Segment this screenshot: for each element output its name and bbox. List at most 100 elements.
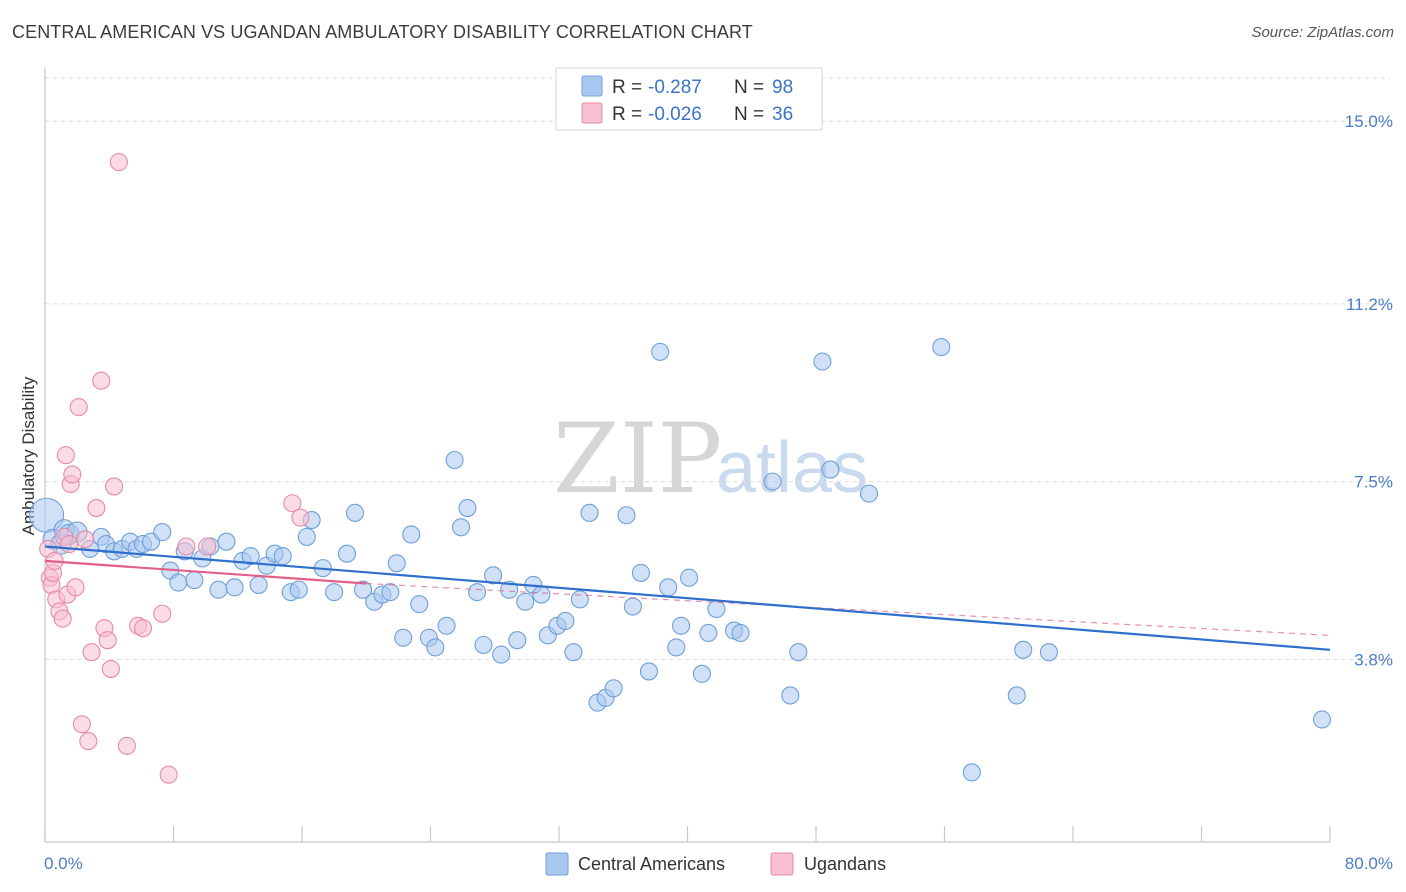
- ugandan-point: [177, 537, 196, 556]
- legend-n-label-1: N =: [734, 104, 764, 125]
- central-point: [932, 338, 951, 357]
- central-point: [468, 583, 487, 602]
- central-point: [1312, 710, 1332, 729]
- central-point: [962, 763, 981, 782]
- central-point: [570, 590, 589, 609]
- ugandan-point: [133, 619, 153, 638]
- central-point: [556, 611, 575, 631]
- central-point: [394, 628, 413, 647]
- central-point: [631, 563, 650, 582]
- central-point: [387, 554, 406, 573]
- central-point: [241, 547, 260, 566]
- ugandan-point: [82, 643, 101, 662]
- central-point: [639, 662, 659, 681]
- central-point: [325, 583, 344, 602]
- ugandan-point: [101, 659, 120, 679]
- central-american-trend-line: [44, 545, 1331, 651]
- central-point: [458, 499, 477, 518]
- legend-r-value-0: -0.287: [648, 77, 702, 98]
- central-point: [564, 643, 583, 662]
- central-point: [651, 342, 670, 361]
- central-point: [617, 506, 636, 525]
- legend-swatch-central-americans: [581, 75, 603, 97]
- central-point: [410, 595, 429, 614]
- ugandan-point: [60, 535, 79, 554]
- ugandan-point: [72, 715, 91, 734]
- central-point: [680, 568, 699, 587]
- central-point: [667, 638, 686, 657]
- central-point: [731, 623, 750, 643]
- central-point: [492, 645, 511, 664]
- central-point: [381, 583, 400, 602]
- central-point: [437, 616, 456, 635]
- ugandan-point: [66, 578, 85, 597]
- x-tick-label-max: 80.0%: [1345, 854, 1393, 873]
- central-point: [672, 616, 691, 635]
- series-ugandans: [39, 153, 310, 784]
- central-point: [185, 571, 204, 590]
- ugandan-point: [159, 765, 178, 784]
- central-point: [508, 631, 527, 650]
- central-point: [859, 484, 879, 503]
- y-tick-label-0: 3.8%: [1354, 650, 1393, 669]
- ugandan-trend-line: [44, 559, 367, 585]
- ugandan-point: [63, 465, 82, 484]
- central-point: [500, 580, 519, 599]
- central-point: [353, 580, 373, 599]
- central-point: [1014, 640, 1033, 659]
- central-point: [209, 580, 228, 599]
- axes: [44, 68, 1331, 843]
- chart-title: CENTRAL AMERICAN VS UGANDAN AMBULATORY D…: [12, 22, 753, 42]
- central-point: [516, 592, 535, 611]
- legend-r-label-0: R =: [612, 77, 642, 98]
- series-central-americans: [29, 338, 1332, 782]
- y-tick-label-3: 15.0%: [1345, 112, 1393, 131]
- central-point: [699, 623, 718, 643]
- central-point: [580, 503, 599, 522]
- central-point: [225, 578, 244, 597]
- ugandan-point: [117, 736, 136, 755]
- series-legend: Central Americans Ugandans: [545, 852, 886, 876]
- central-point: [604, 679, 623, 698]
- central-point: [692, 664, 712, 683]
- central-point: [623, 597, 642, 616]
- central-point: [153, 523, 172, 542]
- ugandan-point: [87, 499, 106, 518]
- central-point: [484, 566, 503, 585]
- central-point: [273, 547, 292, 566]
- central-point: [789, 643, 808, 662]
- central-point: [763, 472, 782, 491]
- central-point: [821, 460, 840, 479]
- central-point: [474, 635, 493, 655]
- ugandan-point: [79, 732, 98, 751]
- central-point: [445, 450, 464, 470]
- y-axis-label: Ambulatory Disability: [19, 376, 38, 535]
- bottom-legend-label-ugandans: Ugandans: [804, 854, 886, 874]
- watermark-atlas: atlas: [716, 428, 868, 508]
- central-point: [1039, 643, 1058, 662]
- central-point: [1007, 686, 1026, 705]
- y-tick-label-1: 7.5%: [1354, 473, 1393, 492]
- central-point: [451, 518, 471, 537]
- legend-n-label-0: N =: [734, 77, 764, 98]
- legend-n-value-0: 98: [772, 77, 793, 98]
- ugandan-point: [69, 398, 88, 417]
- tick-labels: 3.8% 7.5% 11.2% 15.0% 0.0% 80.0%: [44, 112, 1393, 873]
- ugandan-point: [98, 631, 117, 650]
- central-point: [781, 686, 800, 705]
- ugandan-trend-extension: [366, 582, 1331, 636]
- ugandan-point: [76, 530, 95, 549]
- x-tick-label-min: 0.0%: [44, 854, 83, 873]
- source-label: Source: ZipAtlas.com: [1251, 24, 1394, 41]
- central-point: [813, 352, 832, 371]
- legend-r-label-1: R =: [612, 104, 642, 125]
- ugandan-point: [153, 604, 172, 623]
- correlation-legend: R = -0.287 N = 98 R = -0.026 N = 36: [555, 67, 823, 131]
- trend-lines: [44, 545, 1331, 651]
- bottom-legend-label-central-americans: Central Americans: [578, 854, 725, 874]
- watermark-zip: ZIP: [553, 403, 722, 515]
- ugandan-point: [291, 508, 310, 527]
- ugandan-point: [92, 371, 111, 390]
- central-point: [532, 585, 551, 604]
